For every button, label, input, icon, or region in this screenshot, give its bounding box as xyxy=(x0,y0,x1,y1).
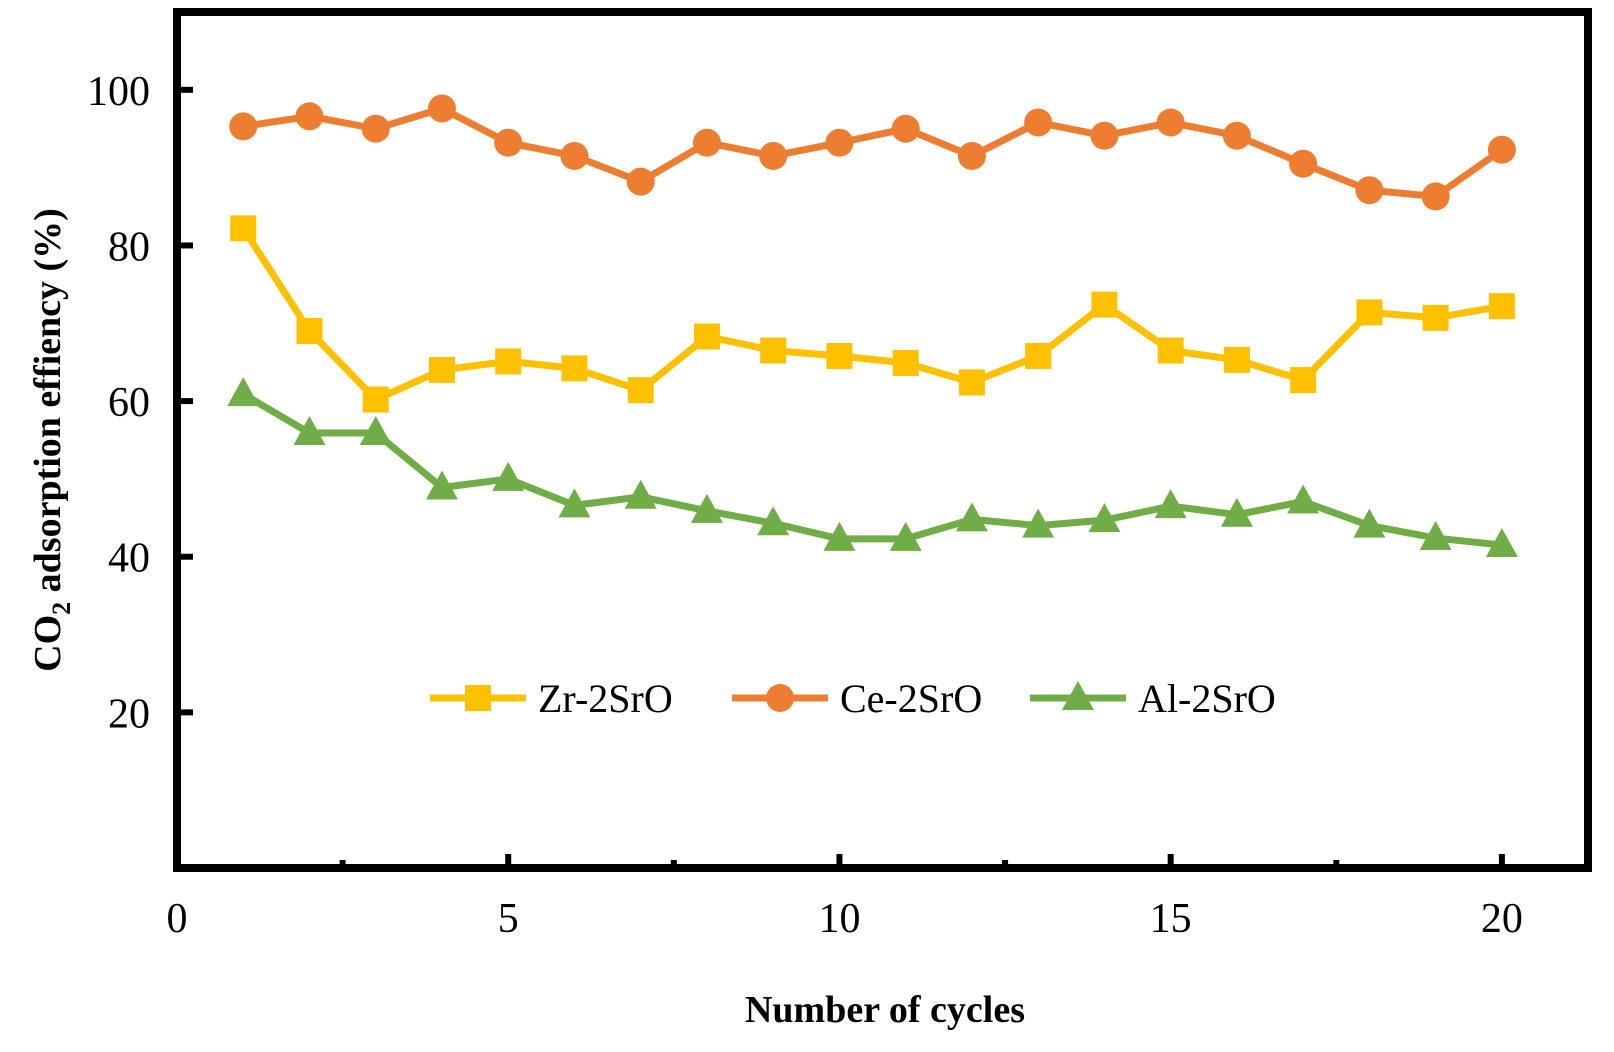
x-tick-label: 15 xyxy=(1150,896,1192,942)
series-al-2sro xyxy=(227,377,1518,558)
data-point-ce-2sro xyxy=(626,167,655,196)
data-point-ce-2sro xyxy=(427,94,456,123)
series-ce-2sro xyxy=(229,94,1516,211)
data-point-al-2sro xyxy=(823,521,856,551)
series-layer xyxy=(227,94,1518,558)
data-point-zr-2sro xyxy=(627,377,654,404)
data-point-al-2sro xyxy=(757,506,790,536)
data-point-ce-2sro xyxy=(1289,149,1318,178)
data-point-ce-2sro xyxy=(825,128,854,157)
y-tick-label: 80 xyxy=(108,224,150,270)
data-point-zr-2sro xyxy=(892,349,919,376)
data-point-zr-2sro xyxy=(826,342,853,369)
data-point-ce-2sro xyxy=(891,114,920,143)
data-point-zr-2sro xyxy=(1290,367,1317,394)
data-point-al-2sro xyxy=(1419,521,1452,551)
x-tick-label: 0 xyxy=(167,896,188,942)
data-point-al-2sro xyxy=(492,461,525,491)
x-tick-label: 5 xyxy=(498,896,519,942)
series-line-ce-2sro xyxy=(242,104,1504,200)
data-point-al-2sro xyxy=(1287,484,1320,514)
data-point-al-2sro xyxy=(1353,508,1386,538)
data-point-zr-2sro xyxy=(1157,337,1184,364)
x-axis-title: Number of cycles xyxy=(745,989,1025,1031)
data-point-al-2sro xyxy=(889,521,922,551)
data-point-ce-2sro xyxy=(692,128,721,157)
data-point-ce-2sro xyxy=(1024,108,1053,137)
y-axis-title: CO2 adsorption effiency (%) xyxy=(27,208,76,672)
data-point-al-2sro xyxy=(293,415,326,445)
x-axis-ticks: 0 5 10 15 20 xyxy=(167,854,1523,942)
legend-marker-zr-2sro xyxy=(465,685,491,711)
series-line-al-2sro xyxy=(241,391,1503,549)
data-point-al-2sro xyxy=(227,377,260,407)
y-tick-label: 20 xyxy=(108,691,150,737)
legend-marker-al-2sro xyxy=(1062,681,1094,710)
data-point-al-2sro xyxy=(558,488,591,518)
data-point-ce-2sro xyxy=(1156,108,1185,137)
legend-label-zr-2sro: Zr-2SrO xyxy=(538,676,673,721)
data-point-ce-2sro xyxy=(1355,176,1384,205)
data-point-ce-2sro xyxy=(759,141,788,170)
data-point-zr-2sro xyxy=(428,356,455,383)
data-point-al-2sro xyxy=(1022,508,1055,538)
data-point-ce-2sro xyxy=(560,141,589,170)
x-tick-label: 20 xyxy=(1481,896,1523,942)
data-point-zr-2sro xyxy=(230,215,257,242)
data-point-zr-2sro xyxy=(958,369,985,396)
plot-frame xyxy=(173,8,1592,872)
data-point-al-2sro xyxy=(425,470,458,500)
data-point-al-2sro xyxy=(955,502,988,532)
data-point-zr-2sro xyxy=(1356,299,1383,326)
data-point-al-2sro xyxy=(1088,503,1121,533)
data-point-zr-2sro xyxy=(693,323,720,350)
legend-label-al-2sro: Al-2SrO xyxy=(1138,676,1276,721)
data-point-al-2sro xyxy=(359,415,392,445)
data-point-al-2sro xyxy=(1485,528,1518,558)
data-point-zr-2sro xyxy=(296,318,323,345)
data-point-ce-2sro xyxy=(957,141,986,170)
legend-marker-ce-2sro xyxy=(766,684,794,712)
legend-label-ce-2sro: Ce-2SrO xyxy=(840,676,982,721)
data-point-al-2sro xyxy=(690,493,723,523)
data-point-ce-2sro xyxy=(1487,135,1516,164)
y-tick-label: 40 xyxy=(108,536,150,582)
y-axis-title-prefix: CO xyxy=(27,615,69,672)
x-tick-label: 10 xyxy=(818,896,860,942)
data-point-zr-2sro xyxy=(561,355,588,382)
data-point-ce-2sro xyxy=(494,128,523,157)
legend: Zr-2SrO Ce-2SrO Al-2SrO xyxy=(430,676,1276,721)
data-point-zr-2sro xyxy=(1025,342,1052,369)
data-point-al-2sro xyxy=(1220,497,1253,527)
y-tick-label: 100 xyxy=(87,69,150,115)
y-tick-label: 60 xyxy=(108,380,150,426)
data-point-zr-2sro xyxy=(362,386,389,413)
data-point-ce-2sro xyxy=(1090,121,1119,150)
data-point-zr-2sro xyxy=(495,348,522,375)
data-point-zr-2sro xyxy=(1422,304,1449,331)
series-zr-2sro xyxy=(230,215,1515,413)
data-point-ce-2sro xyxy=(361,114,390,143)
legend-item-ce-2sro: Ce-2SrO xyxy=(732,676,982,721)
legend-item-al-2sro: Al-2SrO xyxy=(1030,676,1276,721)
data-point-ce-2sro xyxy=(295,102,324,131)
data-point-al-2sro xyxy=(1154,489,1187,519)
y-axis-title-subscript: 2 xyxy=(47,602,76,615)
data-point-zr-2sro xyxy=(1091,291,1118,318)
data-point-zr-2sro xyxy=(760,337,787,364)
y-axis-title-suffix: adsorption effiency (%) xyxy=(27,208,69,602)
data-point-al-2sro xyxy=(624,479,657,509)
data-point-zr-2sro xyxy=(1223,346,1250,373)
data-point-ce-2sro xyxy=(1222,121,1251,150)
legend-item-zr-2sro: Zr-2SrO xyxy=(430,676,673,721)
data-point-ce-2sro xyxy=(1421,182,1450,211)
data-point-ce-2sro xyxy=(229,112,258,141)
y-axis-ticks: 20 40 60 80 100 xyxy=(87,69,193,737)
data-point-zr-2sro xyxy=(1488,293,1515,320)
